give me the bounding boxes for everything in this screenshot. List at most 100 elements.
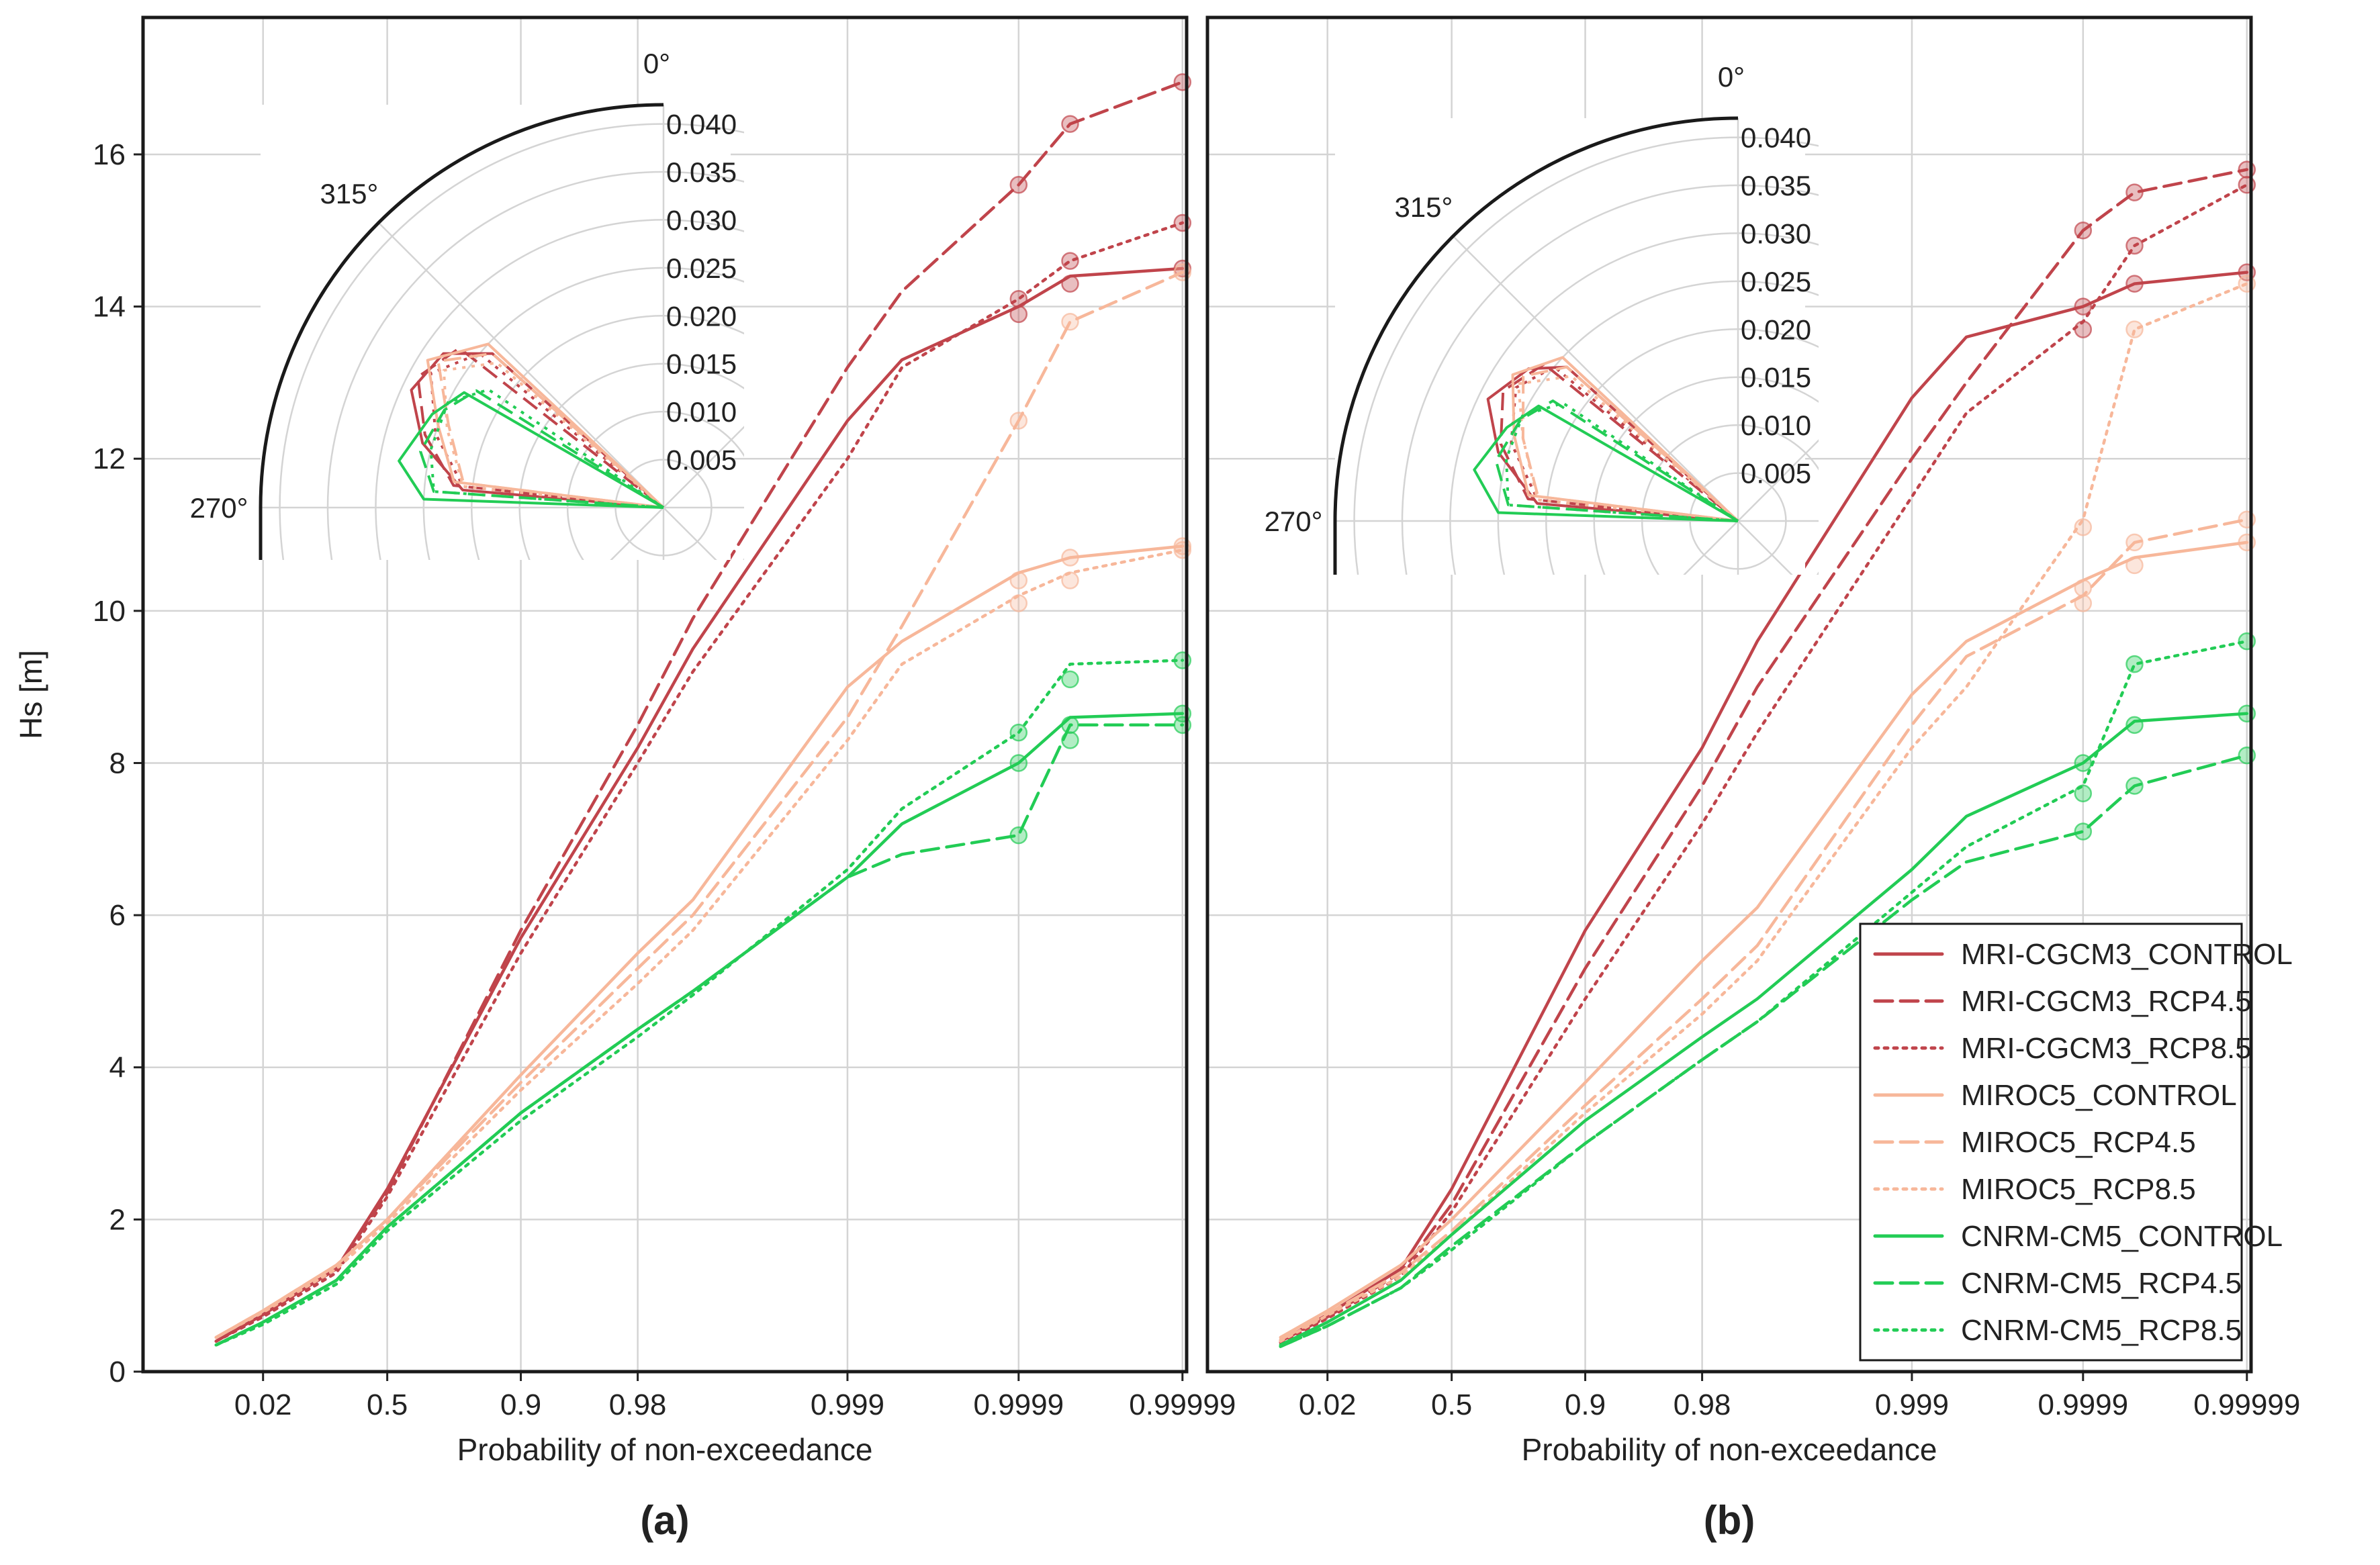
rose-lobe — [1521, 365, 1739, 522]
extreme-marker — [1061, 571, 1079, 589]
series-line — [1279, 282, 2249, 1343]
polar-spoke — [1452, 235, 1739, 522]
legend-label: MIROC5_CONTROL — [1961, 1079, 2237, 1112]
x-tick-label: 0.9 — [1565, 1388, 1606, 1421]
y-tick-label: 2 — [109, 1203, 126, 1236]
y-axis-ticks: 0 2 4 6 8 10 12 14 16 — [93, 138, 143, 1388]
rose-lobe — [426, 342, 665, 509]
extreme-marker — [1061, 275, 1079, 293]
extreme-marker — [2074, 518, 2093, 536]
polar-r-tick-label: 0.025 — [666, 252, 737, 284]
series-line — [214, 723, 1185, 1347]
polar-theta-label: 315° — [1394, 191, 1453, 223]
axes-frame — [141, 15, 1189, 1374]
polar-frame — [1333, 116, 1739, 575]
extreme-marker — [1009, 594, 1028, 612]
x-axis-label: Probability of non-exceedance — [457, 1432, 873, 1467]
extreme-marker — [1061, 731, 1079, 749]
extreme-marker — [1061, 549, 1079, 567]
polar-r-tick-label: 0.030 — [666, 204, 737, 236]
axes-frame — [1205, 15, 2253, 1374]
x-tick-label: 0.9999 — [974, 1388, 1064, 1421]
extreme-marker — [2125, 556, 2144, 575]
x-tick-label: 0.98 — [1674, 1388, 1731, 1421]
legend-item: MRI-CGCM3_RCP8.5 — [1873, 1032, 2252, 1065]
extreme-marker — [1009, 826, 1028, 845]
polar-r-tick-label: 0.040 — [1741, 122, 1811, 154]
legend-item: CNRM-CM5_RCP4.5 — [1873, 1267, 2242, 1300]
extreme-marker — [1061, 313, 1079, 331]
x-tick-label: 0.99999 — [2193, 1388, 2300, 1421]
y-tick-label: 0 — [109, 1356, 126, 1388]
rose-lobe — [1499, 363, 1739, 522]
legend-label: CNRM-CM5_RCP4.5 — [1961, 1267, 2242, 1300]
rose-lobe — [1494, 399, 1739, 522]
x-tick-label: 0.99999 — [1129, 1388, 1236, 1421]
extreme-marker — [2074, 297, 2093, 316]
polar-r-tick-label: 0.020 — [1741, 314, 1811, 345]
extreme-marker — [2074, 320, 2093, 338]
legend-item: MIROC5_CONTROL — [1873, 1079, 2237, 1112]
y-tick-label: 16 — [93, 138, 126, 171]
x-tick-label: 0.999 — [811, 1388, 884, 1421]
polar-spoke — [663, 426, 744, 508]
polar-r-tick-label: 0.010 — [1741, 410, 1811, 441]
y-axis-label: Hs [m] — [13, 650, 48, 739]
legend-label: MIROC5_RCP8.5 — [1961, 1173, 2196, 1206]
extreme-marker — [1009, 176, 1028, 194]
polar-r-tick-label: 0.005 — [666, 444, 737, 476]
legend-label: MRI-CGCM3_RCP4.5 — [1961, 985, 2252, 1018]
extreme-marker — [1009, 290, 1028, 308]
series-line — [1279, 271, 2249, 1343]
series-line — [214, 221, 1185, 1343]
polar-r-tick-label: 0.035 — [1741, 170, 1811, 201]
extreme-marker — [2125, 533, 2144, 552]
extreme-marker — [2125, 236, 2144, 255]
rose-lobe — [416, 346, 665, 509]
polar-background — [1335, 118, 1805, 575]
rose-lobe — [410, 352, 665, 509]
polar-inset: 0.005 0.010 0.015 0.020 0.025 0.030 0.035 0.040… — [190, 48, 744, 560]
legend: MRI-CGCM3_CONTROL MRI-CGCM3_RCP4.5 MRI-CGC… — [1859, 922, 2293, 1362]
panel-a: 0.02 0.5 0.9 0.98 0.999 0.9999 0.99999 0 2 4 6 8 10 1… — [13, 15, 1236, 1543]
series-line — [214, 544, 1185, 1339]
extreme-marker — [1061, 115, 1079, 133]
y-tick-label: 12 — [93, 442, 126, 475]
polar-r-tick-label: 0.030 — [1741, 218, 1811, 249]
extreme-marker — [2125, 777, 2144, 795]
x-axis-ticks: 0.02 0.5 0.9 0.98 0.999 0.9999 0.99999 — [234, 1372, 1236, 1421]
rose-lobe — [1516, 375, 1739, 522]
x-tick-label: 0.02 — [1299, 1388, 1357, 1421]
x-tick-label: 0.5 — [367, 1388, 408, 1421]
x-tick-label: 0.98 — [609, 1388, 667, 1421]
extreme-marker — [2125, 716, 2144, 734]
extreme-marker — [2125, 183, 2144, 201]
extreme-marker — [2074, 222, 2093, 240]
legend-item: MIROC5_RCP8.5 — [1873, 1173, 2196, 1206]
panel-b: 0.02 0.5 0.9 0.98 0.999 0.9999 0.99999 Probabil… — [1205, 15, 2300, 1543]
legend-label: CNRM-CM5_RCP8.5 — [1961, 1314, 2242, 1347]
polar-r-tick-label: 0.035 — [666, 156, 737, 188]
legend-item: MRI-CGCM3_RCP4.5 — [1873, 985, 2252, 1018]
panel-label: (b) — [1704, 1498, 1755, 1543]
polar-r-tick-label: 0.025 — [1741, 266, 1811, 297]
polar-r-tick-label: 0.015 — [666, 348, 737, 380]
y-tick-label: 4 — [109, 1051, 126, 1084]
extreme-marker — [2125, 275, 2144, 293]
rose-lobe — [1511, 356, 1739, 522]
legend-item: MIROC5_RCP4.5 — [1873, 1126, 2196, 1159]
series-line — [1279, 639, 2249, 1348]
legend-label: MIROC5_RCP4.5 — [1961, 1126, 2196, 1159]
polar-r-tick-label: 0.020 — [666, 300, 737, 332]
rose-lobe — [429, 352, 665, 509]
extreme-marker — [1009, 412, 1028, 430]
extreme-marker — [1061, 252, 1079, 270]
y-tick-label: 10 — [93, 595, 126, 628]
legend-item: MRI-CGCM3_CONTROL — [1873, 938, 2293, 971]
extreme-marker — [2074, 784, 2093, 803]
polar-spoke — [663, 507, 717, 560]
x-tick-label: 0.5 — [1431, 1388, 1472, 1421]
polar-theta-label: 270° — [190, 492, 248, 524]
x-tick-label: 0.9 — [500, 1388, 541, 1421]
polar-theta-label: 0° — [643, 48, 670, 79]
